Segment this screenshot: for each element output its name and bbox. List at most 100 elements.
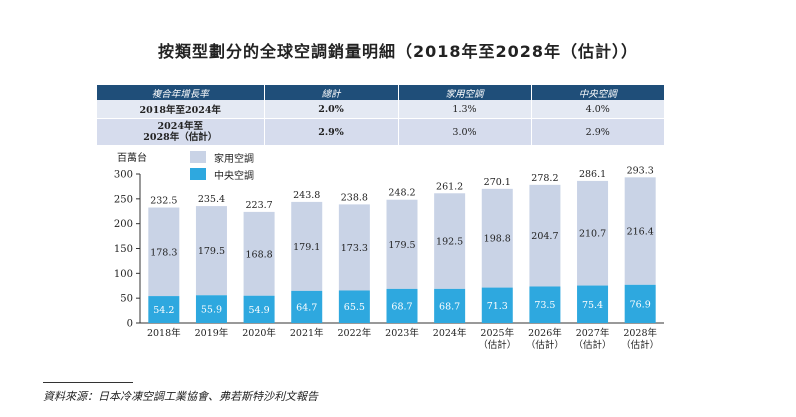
bar-segment-residential <box>338 204 370 291</box>
bar-central-label: 54.2 <box>153 305 174 316</box>
bar-central-label: 54.9 <box>249 305 270 316</box>
cagr-row-label: 2024年至 2028年（估計） <box>97 118 264 146</box>
cagr-total: 2.9% <box>263 118 398 146</box>
cagr-row: 2024年至 2028年（估計） 2.9% 3.0% 2.9% <box>97 118 664 146</box>
y-tick-label: 200 <box>114 219 133 230</box>
bar-central-label: 68.7 <box>439 301 460 312</box>
cagr-row: 2018年至2024年 2.0% 1.3% 4.0% <box>97 100 664 119</box>
source-note: 資料來源：日本冷凍空調工業協會、弗若斯特沙利文報告 <box>43 390 318 403</box>
bar-total-label: 248.2 <box>388 188 415 199</box>
bar-central-label: 55.9 <box>201 305 222 316</box>
bar-segment-central <box>434 288 466 323</box>
bar-segment-central <box>481 287 513 323</box>
cagr-header-row: 複合年增長率 總計 家用空調 中央空調 <box>97 85 664 100</box>
cagr-total: 2.0% <box>263 100 398 119</box>
x-tick-label: 2027年 <box>576 327 610 339</box>
bar-segment-central <box>291 290 323 323</box>
bar-segment-residential <box>386 199 418 289</box>
bar-segment-central <box>624 284 656 323</box>
cagr-residential: 1.3% <box>397 100 531 119</box>
cagr-header-total: 總計 <box>263 85 398 100</box>
bar-segment-central <box>577 285 609 323</box>
bar-total-label: 293.3 <box>627 165 654 176</box>
cagr-row-label: 2018年至2024年 <box>97 100 264 119</box>
bar-segment-residential <box>481 188 513 288</box>
bar-segment-central <box>386 288 418 323</box>
bar-total-label: 278.2 <box>531 173 558 184</box>
x-tick-label: （估計） <box>574 339 612 351</box>
chart-title: 按類型劃分的全球空調銷量明細（2018年至2028年（估計）） <box>157 42 639 61</box>
bar-central-label: 64.7 <box>296 302 317 313</box>
source-divider <box>43 382 133 383</box>
bar-segment-residential <box>148 207 180 297</box>
bar-total-label: 223.7 <box>245 200 272 211</box>
bar-segment-residential <box>624 177 656 285</box>
bar-segment-residential <box>434 193 466 289</box>
bar-residential-label: 192.5 <box>436 237 463 248</box>
bar-segment-residential <box>243 211 275 296</box>
bar-residential-label: 179.5 <box>388 240 415 251</box>
bar-central-label: 73.5 <box>534 300 555 311</box>
bar-central-label: 68.7 <box>391 301 412 312</box>
bar-total-label: 238.8 <box>341 192 368 203</box>
cagr-central: 4.0% <box>530 100 664 119</box>
bar-residential-label: 168.8 <box>245 249 272 260</box>
cagr-central: 2.9% <box>530 118 664 146</box>
y-tick-label: 300 <box>114 170 133 181</box>
bar-residential-label: 179.5 <box>198 246 225 257</box>
bar-segment-residential <box>291 201 323 291</box>
bar-residential-label: 178.3 <box>150 247 177 258</box>
legend-swatch-central <box>190 168 206 180</box>
bar-total-label: 243.8 <box>293 190 320 201</box>
bar-central-label: 71.3 <box>487 301 508 312</box>
y-axis-unit: 百萬台 <box>117 153 147 164</box>
cagr-header-central: 中央空調 <box>530 85 664 100</box>
legend-label-central: 中央空調 <box>214 171 254 182</box>
bar-total-label: 261.2 <box>436 181 463 192</box>
legend-label-residential: 家用空調 <box>214 154 254 165</box>
x-tick-label: 2022年 <box>338 327 372 339</box>
bar-total-label: 232.5 <box>150 196 177 207</box>
x-tick-label: 2018年 <box>147 327 181 339</box>
bar-central-label: 75.4 <box>582 300 603 311</box>
bar-segment-residential <box>195 206 227 296</box>
x-tick-label: 2026年 <box>528 327 562 339</box>
x-tick-label: 2024年 <box>433 327 467 339</box>
y-tick-label: 0 <box>127 319 133 330</box>
bar-residential-label: 179.1 <box>293 242 320 253</box>
bar-segment-central <box>338 290 370 323</box>
bar-central-label: 76.9 <box>630 299 651 310</box>
bar-total-label: 286.1 <box>579 169 606 180</box>
x-tick-label: 2020年 <box>242 327 276 339</box>
cagr-table: 複合年增長率 總計 家用空調 中央空調 2018年至2024年 2.0% 1.3… <box>97 85 664 146</box>
cagr-row-label-line1: 2024年至 <box>157 121 203 132</box>
legend-swatch-residential <box>190 151 206 163</box>
bar-residential-label: 204.7 <box>531 231 558 242</box>
x-tick-label: （估計） <box>621 339 659 351</box>
bar-segment-residential <box>529 184 561 287</box>
y-tick-label: 150 <box>114 244 133 255</box>
cagr-header-residential: 家用空調 <box>397 85 531 100</box>
y-tick-label: 50 <box>120 294 133 305</box>
bar-segment-central <box>243 295 275 323</box>
bar-total-label: 270.1 <box>484 177 511 188</box>
bar-segment-residential <box>577 180 609 286</box>
bar-segment-central <box>148 296 180 323</box>
bar-residential-label: 198.8 <box>484 234 511 245</box>
bar-residential-label: 173.3 <box>341 243 368 254</box>
bar-residential-label: 216.4 <box>627 227 654 238</box>
x-tick-label: 2023年 <box>385 327 419 339</box>
x-tick-label: （估計） <box>478 339 516 351</box>
bar-central-label: 65.5 <box>344 302 365 313</box>
bar-segment-central <box>529 286 561 323</box>
cagr-residential: 3.0% <box>397 118 531 146</box>
cagr-header-label: 複合年增長率 <box>97 85 264 100</box>
x-tick-label: 2019年 <box>195 327 229 339</box>
bar-total-label: 235.4 <box>198 194 225 205</box>
x-tick-label: 2028年 <box>623 327 657 339</box>
cagr-row-label-line2: 2028年（估計） <box>143 132 218 143</box>
x-tick-label: （估計） <box>526 339 564 351</box>
bar-segment-central <box>195 295 227 323</box>
x-tick-label: 2025年 <box>480 327 514 339</box>
